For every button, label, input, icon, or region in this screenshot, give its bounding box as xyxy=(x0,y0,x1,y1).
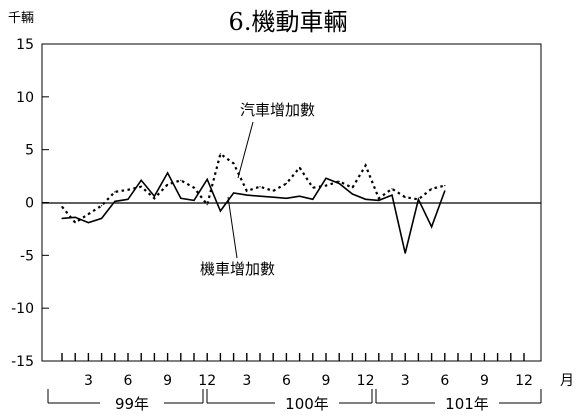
motorcycle-data-point xyxy=(272,196,274,198)
series-line-motorcycle xyxy=(61,171,446,254)
y-tick-label: 15 xyxy=(16,37,34,53)
car-data-point xyxy=(325,185,327,187)
car-data-point xyxy=(338,180,340,182)
motorcycle-data-point xyxy=(246,194,248,196)
motorcycle-data-point xyxy=(417,198,419,200)
annotation-motorcycle: 機車增加數 xyxy=(200,260,275,278)
x-tick-label: 3 xyxy=(242,373,251,389)
car-data-point xyxy=(351,187,353,189)
motorcycle-data-point xyxy=(206,178,208,180)
car-data-point xyxy=(378,197,380,199)
motorcycle-data-point xyxy=(167,172,169,174)
car-data-point xyxy=(444,185,446,187)
x-tick-label: 6 xyxy=(440,373,449,389)
annotation-motorcycle-pointer xyxy=(227,196,238,259)
motorcycle-data-point xyxy=(404,252,406,254)
motorcycle-data-point xyxy=(351,193,353,195)
car-data-point xyxy=(193,187,195,189)
car-data-point xyxy=(127,189,129,191)
motorcycle-data-point xyxy=(180,197,182,199)
motorcycle-data-point xyxy=(378,199,380,201)
car-data-point xyxy=(272,190,274,192)
x-axis-ticks: 3 6 9 12 3 6 9 12 3 6 9 12 xyxy=(61,353,533,389)
x-tick-label: 9 xyxy=(322,373,331,389)
y-tick-label: 10 xyxy=(16,90,34,106)
y-tick-label: 0 xyxy=(25,196,34,212)
x-tick-label: 3 xyxy=(84,373,93,389)
car-data-point xyxy=(246,190,248,192)
car-data-point xyxy=(312,187,314,189)
motorcycle-data-point xyxy=(312,198,314,200)
motorcycle-data-point xyxy=(338,182,340,185)
car-data-point xyxy=(233,162,235,164)
motorcycle-data-point xyxy=(431,226,433,228)
motorcycle-data-point xyxy=(285,197,287,199)
motorcycle-data-point xyxy=(101,217,103,219)
car-data-point xyxy=(140,186,142,188)
motorcycle-data-point xyxy=(140,179,142,181)
car-data-point xyxy=(167,183,169,186)
x-tick-label: 9 xyxy=(163,373,172,389)
car-data-point xyxy=(101,205,103,207)
annotation-car: 汽車增加數 xyxy=(240,101,315,119)
car-data-point xyxy=(404,196,406,198)
car-data-point xyxy=(206,204,208,206)
year-brackets: 99年 100年 101年 xyxy=(47,389,542,413)
motorcycle-data-point xyxy=(325,177,327,179)
motorcycle-data-point xyxy=(365,198,367,200)
year-label: 99年 xyxy=(115,395,149,413)
x-tick-label: 3 xyxy=(401,373,410,389)
x-tick-label: 6 xyxy=(282,373,291,389)
motorcycle-data-point xyxy=(233,192,235,194)
y-tick-label: -15 xyxy=(11,354,34,370)
y-axis-ticks: 15 10 5 0 -5 -10 -15 xyxy=(11,37,49,370)
x-tick-label: 12 xyxy=(357,373,375,389)
annotations: 汽車增加數 機車增加數 xyxy=(200,101,315,278)
year-label: 100年 xyxy=(285,395,329,413)
car-data-point xyxy=(180,179,182,181)
motorcycle-data-point xyxy=(444,190,446,192)
motorcycle-data-point xyxy=(127,198,129,200)
car-data-point xyxy=(365,164,367,167)
car-data-point xyxy=(391,188,393,190)
x-tick-label: 9 xyxy=(480,373,489,389)
series-layer xyxy=(61,152,446,254)
motorcycle-data-point xyxy=(61,217,63,219)
y-axis-unit-label: 千輛 xyxy=(8,11,34,26)
year-label: 101年 xyxy=(445,395,489,413)
x-axis-unit-label: 月 xyxy=(560,373,574,389)
motorcycle-data-point xyxy=(193,199,195,201)
car-data-point xyxy=(87,213,89,215)
car-data-point xyxy=(61,206,63,208)
annotation-car-pointer xyxy=(237,121,254,179)
car-data-point xyxy=(114,191,116,193)
y-tick-label: -5 xyxy=(20,248,34,264)
motorcycle-data-point xyxy=(87,222,89,224)
motorcycle-data-point xyxy=(299,195,301,197)
series-line-car xyxy=(61,152,446,225)
x-tick-label: 12 xyxy=(515,373,533,389)
motorcycle-data-point xyxy=(259,195,261,197)
car-data-point xyxy=(285,182,287,185)
motorcycle-data-point xyxy=(114,200,116,202)
motorcycle-data-point xyxy=(219,210,221,212)
motorcycle-data-point xyxy=(74,216,76,218)
motorcycle-data-point xyxy=(391,194,393,196)
y-tick-label: -10 xyxy=(11,301,34,317)
y-tick-label: 5 xyxy=(25,143,34,159)
car-data-point xyxy=(259,186,261,188)
x-tick-label: 6 xyxy=(124,373,133,389)
car-data-point xyxy=(219,153,221,155)
car-data-point xyxy=(431,188,433,190)
motorcycle-data-point xyxy=(153,195,155,197)
car-data-point xyxy=(299,167,301,169)
car-data-point xyxy=(74,222,76,224)
chart-title: 6.機動車輛 xyxy=(229,8,348,36)
x-tick-label: 12 xyxy=(198,373,216,389)
car-data-point xyxy=(153,197,155,199)
